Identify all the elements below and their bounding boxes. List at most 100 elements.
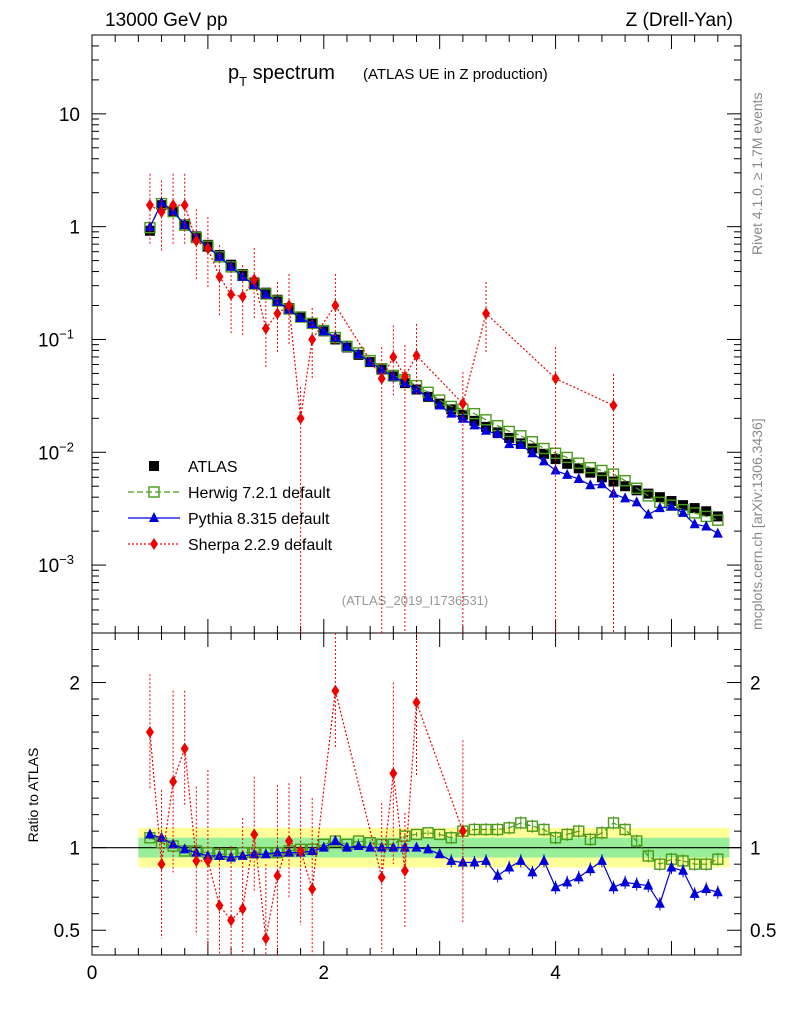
title-main: p: [228, 62, 239, 84]
main-ytick-exponent: −3: [59, 552, 74, 567]
ratio-data-point: [584, 833, 597, 846]
ratio-data-point: [318, 841, 329, 852]
ratio-data-point: [458, 825, 467, 838]
main-data-point: [400, 370, 409, 383]
main-data-point: [642, 490, 654, 502]
main-series-1: [144, 197, 724, 526]
main-data-point: [203, 242, 212, 255]
ratio-data-point: [550, 881, 561, 892]
ratio-xtick-label: 0: [87, 963, 98, 984]
ratio-data-point: [596, 854, 607, 865]
legend-entry: ATLAS: [149, 459, 238, 476]
ratio-data-point: [712, 853, 724, 865]
main-data-point: [630, 482, 643, 494]
ratio-data-point: [515, 817, 527, 829]
main-data-point: [619, 474, 631, 487]
main-ytick-label: 1: [69, 218, 80, 239]
main-ytick-label: 10: [59, 105, 80, 126]
ratio-ytick-label: 2: [69, 674, 80, 695]
ratio-data-point: [503, 822, 515, 834]
ratio-data-point: [192, 854, 201, 867]
ratio-data-point: [422, 827, 434, 839]
ratio-data-point: [526, 820, 539, 832]
legend-label: Herwig 7.2.1 default: [188, 485, 331, 502]
ratio-data-point: [331, 684, 340, 697]
ratio-data-point: [411, 841, 422, 852]
ratio-data-point: [654, 897, 665, 908]
title-subscript: T: [239, 74, 247, 89]
ratio-data-point: [492, 869, 503, 880]
ratio-data-point: [700, 858, 712, 870]
analysis-watermark: (ATLAS_2019_I1736531): [342, 593, 488, 608]
ratio-ytick-label: 1: [69, 839, 80, 860]
main-data-point: [331, 299, 340, 312]
main-data-point: [446, 407, 457, 418]
ratio-data-point: [688, 858, 701, 870]
ratio-data-point: [169, 775, 178, 788]
main-ytick-label: 10−1: [38, 326, 74, 351]
legend-entry: Sherpa 2.2.9 default: [128, 537, 333, 554]
ratio-data-point: [620, 876, 631, 887]
main-data-point: [353, 348, 364, 359]
main-data-point: [504, 432, 515, 443]
main-plot-layer: 10 1 10−1 10−2 10−3: [38, 34, 742, 633]
main-ytick-exponent: −2: [59, 439, 74, 454]
main-data-point: [620, 492, 631, 503]
main-data-point: [273, 307, 282, 320]
ratio-data-point: [238, 902, 247, 915]
ratio-data-point: [562, 876, 573, 887]
main-data-point: [482, 307, 491, 320]
ratio-ytick-label-right: 2: [750, 674, 761, 695]
main-data-point: [214, 250, 225, 261]
ratio-series-2: [145, 633, 467, 955]
main-data-point: [180, 199, 189, 212]
ratio-data-point: [377, 871, 386, 884]
ratio-xtick-label: 2: [318, 963, 329, 984]
ratio-data-point: [250, 828, 259, 841]
ratio-data-point: [549, 832, 562, 844]
ratio-data-point: [273, 869, 282, 882]
ratio-data-point: [227, 914, 236, 927]
main-data-point: [492, 428, 503, 439]
ratio-data-point: [538, 854, 549, 865]
ratio-ytick-label-right: 0.5: [750, 921, 776, 942]
main-data-point: [527, 447, 538, 458]
ratio-ylabel: Ratio to ATLAS: [25, 748, 41, 843]
main-data-point: [585, 479, 596, 490]
main-data-point: [643, 488, 654, 499]
ratio-data-point: [272, 846, 283, 857]
main-data-point: [596, 464, 608, 477]
ratio-data-point: [573, 871, 584, 882]
main-data-point: [250, 273, 259, 286]
ratio-data-point: [341, 841, 352, 852]
ratio-data-point: [376, 841, 387, 852]
ratio-data-point: [433, 828, 446, 841]
main-data-point: [389, 350, 398, 363]
main-data-point: [573, 457, 585, 469]
main-data-point: [238, 290, 247, 303]
ratio-plot-layer: 0 2 4 0.5 0.5 1 1 2 2: [54, 633, 776, 984]
main-data-point: [169, 199, 178, 212]
ratio-data-point: [585, 863, 596, 874]
main-data-point: [157, 205, 166, 218]
ratio-data-point: [410, 828, 423, 841]
ratio-data-point: [607, 817, 620, 829]
main-data-point: [285, 299, 294, 312]
ratio-data-point: [144, 828, 155, 839]
main-data-point: [296, 412, 305, 425]
main-data-point: [481, 424, 492, 435]
main-data-point: [145, 199, 154, 212]
main-data-point: [654, 502, 665, 513]
ratio-data-point: [480, 823, 492, 836]
main-data-point: [631, 496, 642, 507]
ratio-data-point: [215, 899, 224, 912]
legend-marker: [149, 461, 159, 471]
main-data-point: [678, 506, 689, 517]
main-data-point: [596, 478, 607, 489]
main-data-point: [227, 288, 236, 301]
ratio-data-point: [389, 767, 398, 780]
main-data-point: [469, 419, 480, 430]
legend-label: Sherpa 2.2.9 default: [188, 537, 333, 554]
main-data-point: [412, 349, 421, 362]
main-data-point: [330, 331, 341, 342]
